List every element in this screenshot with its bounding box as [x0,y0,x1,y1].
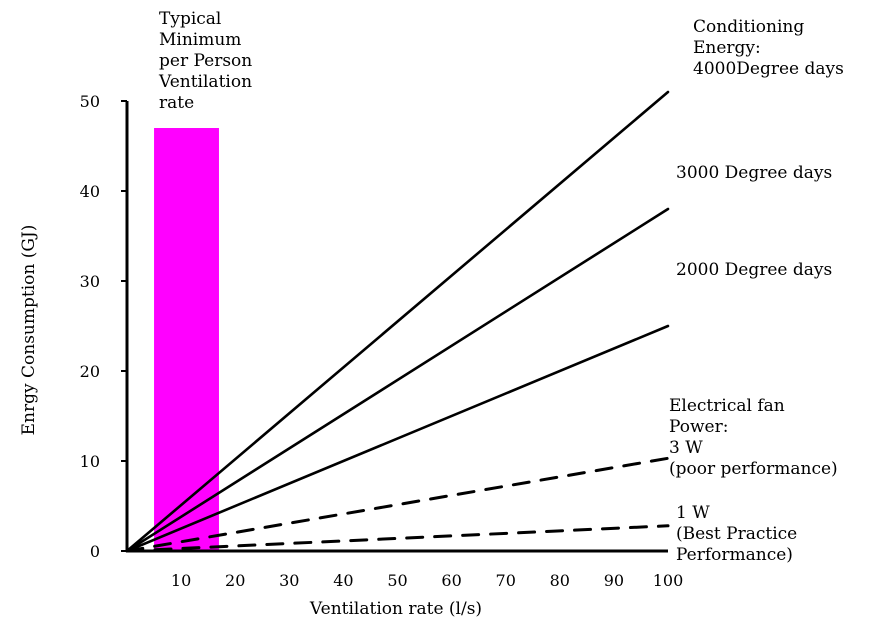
y-tick-label: 50 [80,92,100,111]
series-line-5 [125,524,670,553]
x-tick-label: 80 [550,571,570,590]
y-tick-label: 40 [80,182,100,201]
shaded-band-layer [154,128,219,551]
series-label-4000degree-days: Conditioning Energy: 4000Degree days [693,17,844,79]
x-tick-label: 30 [279,571,299,590]
series-line-4 [125,456,670,553]
y-tick-label: 30 [80,272,100,291]
series-label-3000-degree-days: 3000 Degree days [676,163,832,183]
x-tick-label: 20 [225,571,245,590]
x-tick-label: 100 [653,571,684,590]
x-tick-label: 50 [387,571,407,590]
y-tick-label: 0 [90,542,100,561]
series-label-poor-performance: Electrical fan Power: 3 W (poor performance… [669,396,838,479]
y-tick-label: 10 [80,452,100,471]
x-tick-label: 70 [496,571,516,590]
x-tick-label: 10 [171,571,191,590]
series-line-3 [125,324,670,553]
tick-labels: 0 10 20 30 40 50 10 20 30 40 50 60 70 80 90 100 [80,92,684,590]
band-label: Typical Minimum per Person Ventilation rate [158,9,252,113]
x-tick-label: 60 [441,571,461,590]
series-label-performance: 1 W (Best Practice Performance) [676,503,797,565]
y-tick-label: 20 [80,362,100,381]
ventilation-rate-band [154,128,219,551]
axes [121,100,668,553]
annotations: Typical Minimum per Person Ventilation rate C… [158,9,844,565]
series-line-1 [125,90,670,553]
series-layer [125,90,670,553]
x-tick-label: 90 [604,571,624,590]
series-label-2000-degree-days: 2000 Degree days [676,260,832,280]
series-line-2 [125,207,670,553]
x-axis-title: Ventilation rate (l/s) [309,599,482,619]
y-axis-title: Enrgy Consumption (GJ) [19,225,39,436]
x-tick-label: 40 [333,571,353,590]
